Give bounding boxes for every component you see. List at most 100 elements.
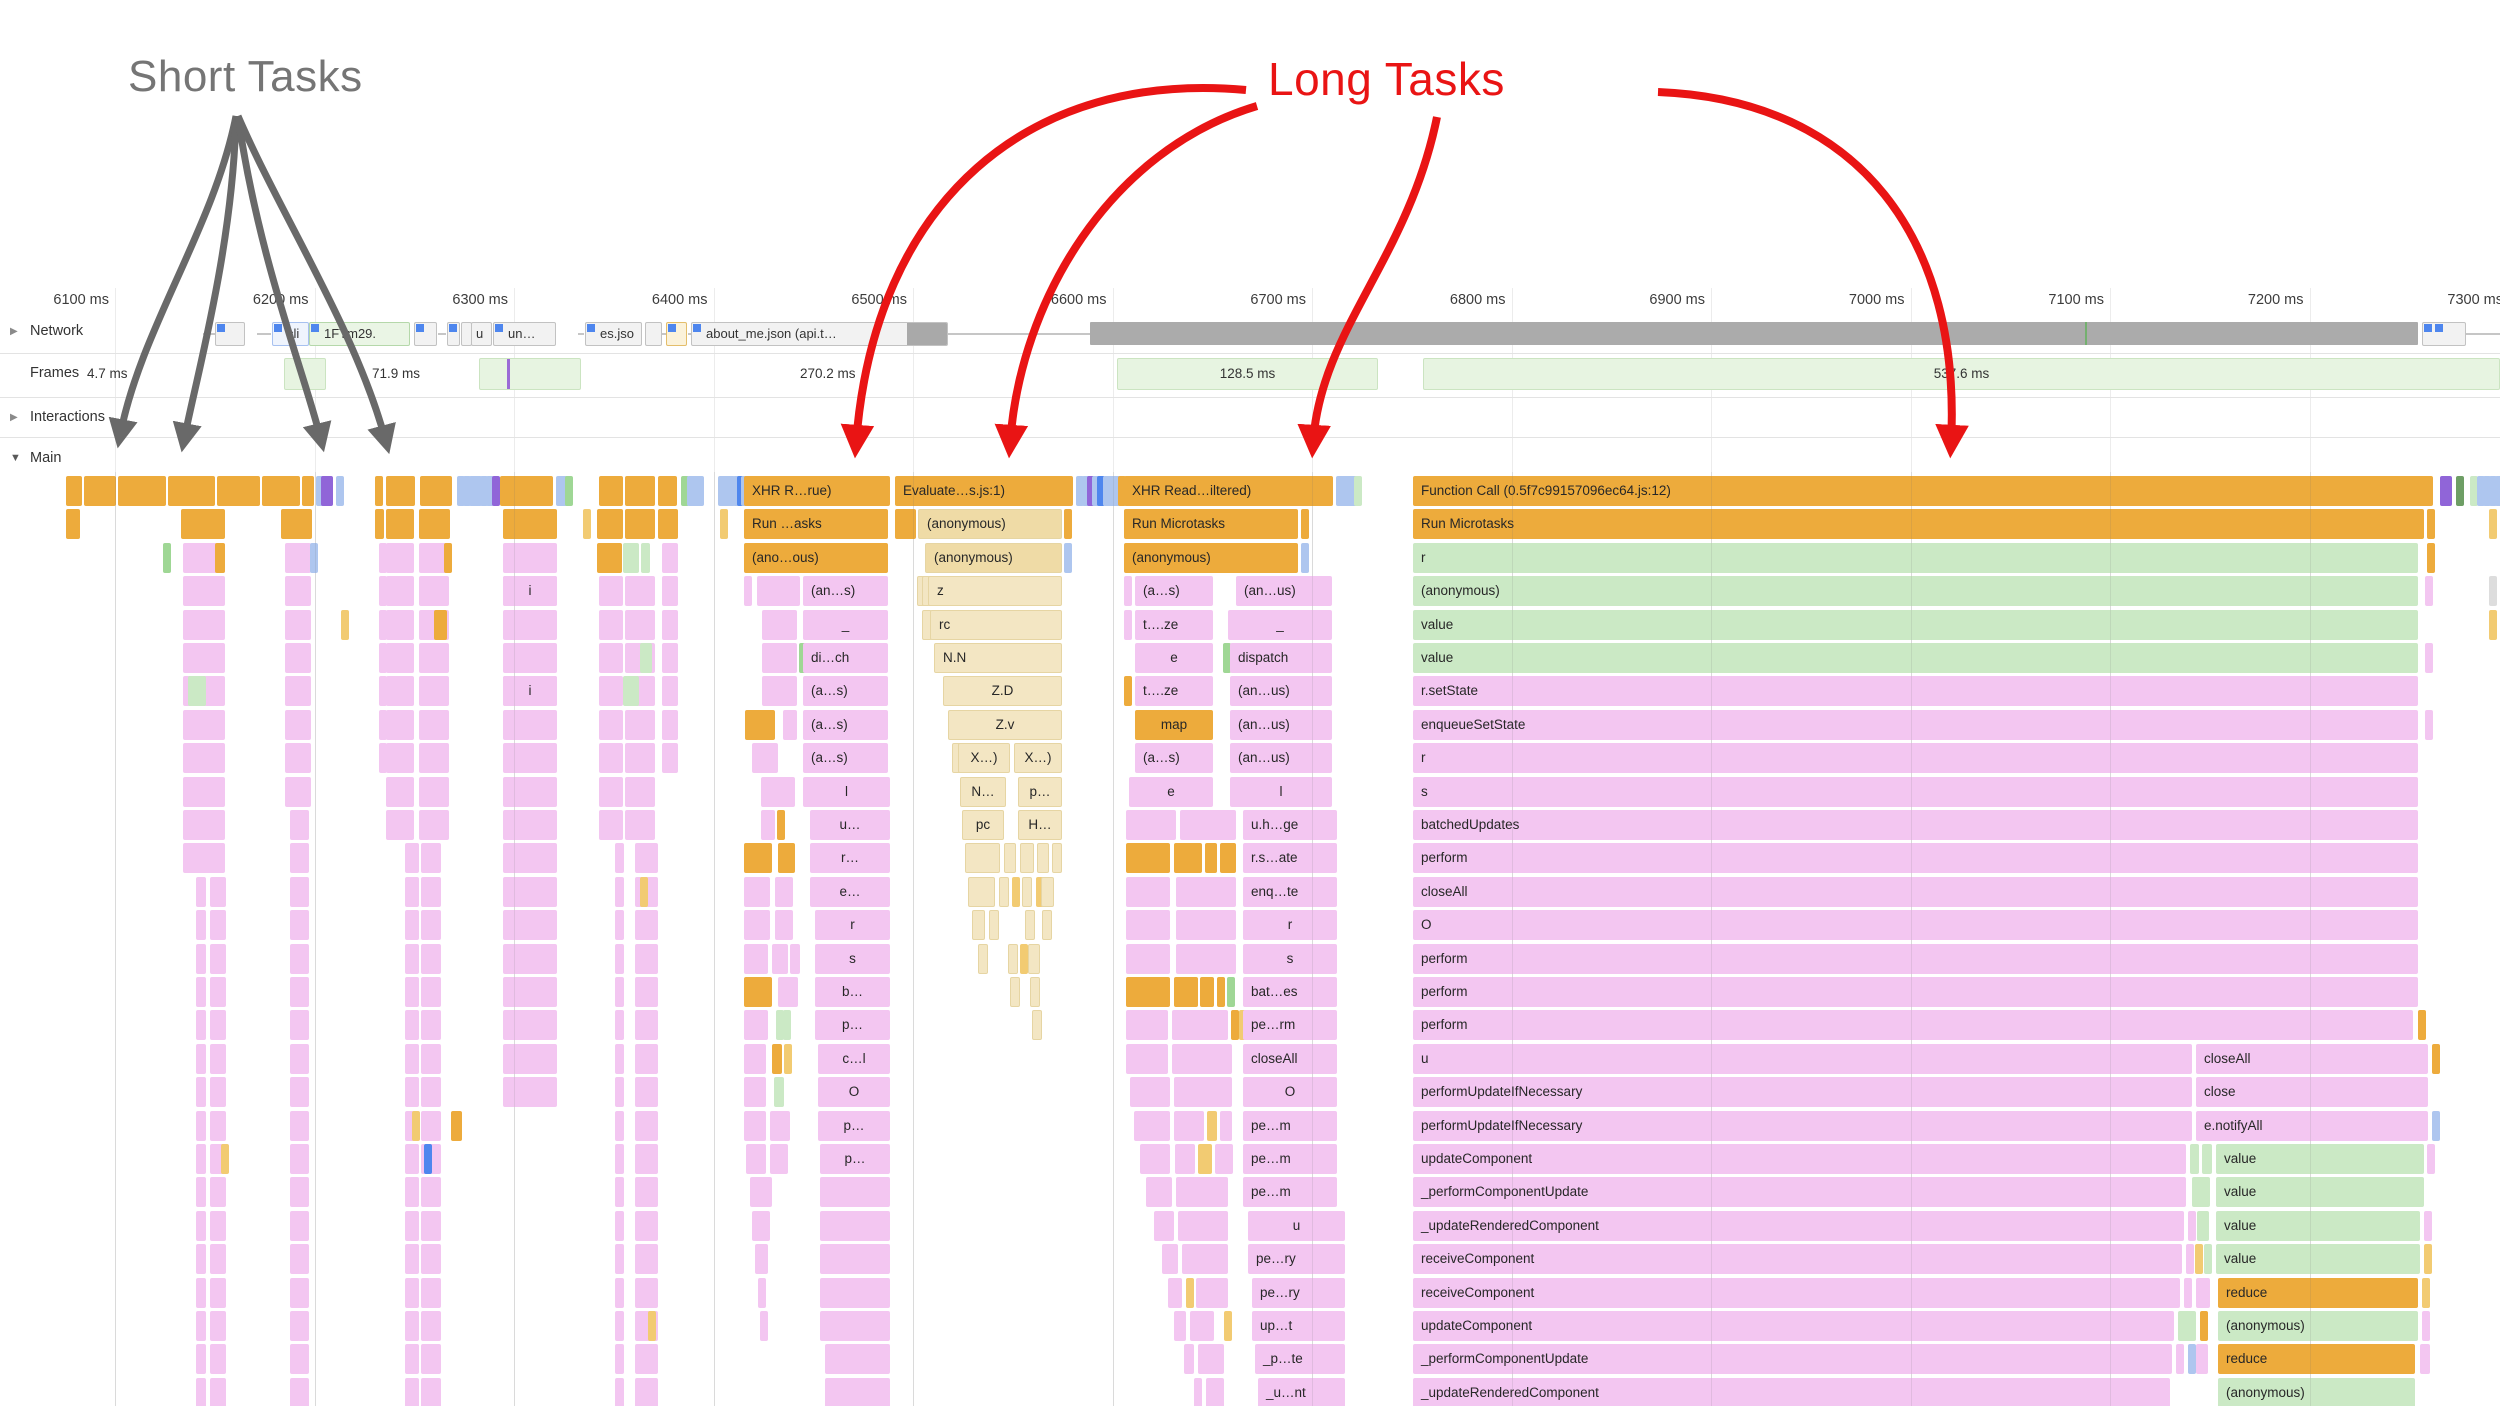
flame-bar[interactable]: perform — [1413, 1010, 2413, 1041]
flame-bar[interactable]: _p…te — [1255, 1344, 1345, 1375]
flame-bar[interactable] — [662, 576, 678, 607]
flame-bar[interactable] — [1134, 1110, 1170, 1141]
flame-bar[interactable]: p… — [818, 1110, 890, 1141]
flame-bar[interactable] — [770, 1144, 788, 1174]
flame-bar[interactable] — [1174, 1077, 1232, 1108]
flame-bar[interactable] — [290, 977, 309, 1007]
flame-bar[interactable]: N… — [960, 776, 1006, 807]
flame-bar[interactable] — [84, 476, 116, 506]
network-request[interactable] — [414, 322, 437, 346]
flame-bar[interactable] — [421, 910, 441, 941]
flame-bar[interactable]: Run Microtasks — [1413, 509, 2424, 540]
flame-bar[interactable] — [215, 542, 225, 573]
flame-bar[interactable] — [421, 977, 441, 1007]
flame-bar[interactable]: enq…te — [1243, 876, 1337, 907]
flame-bar[interactable] — [503, 542, 557, 573]
flame-sliver[interactable] — [1030, 977, 1040, 1007]
flame-bar[interactable] — [625, 709, 655, 740]
flame-bar[interactable] — [421, 843, 441, 874]
flame-bar[interactable] — [421, 1277, 441, 1308]
flame-sliver[interactable] — [1036, 876, 1044, 907]
flame-bar[interactable] — [744, 1110, 766, 1141]
flame-sliver[interactable] — [2477, 476, 2485, 506]
flame-bar[interactable]: _ — [803, 609, 888, 640]
flame-bar[interactable] — [181, 509, 225, 540]
flame-bar[interactable] — [405, 876, 419, 907]
flame-bar[interactable] — [262, 476, 300, 506]
flame-bar[interactable] — [1041, 876, 1054, 907]
flame-sliver[interactable] — [2422, 1277, 2430, 1308]
flame-bar[interactable]: updateComponent — [1413, 1144, 2186, 1174]
flame-bar[interactable]: reduce — [2218, 1277, 2418, 1308]
flame-bar[interactable] — [421, 1110, 441, 1141]
flame-bar[interactable] — [778, 977, 798, 1007]
flame-bar[interactable] — [196, 876, 206, 907]
flame-bar[interactable]: r.setState — [1413, 676, 2418, 707]
flame-bar[interactable]: map — [1135, 709, 1213, 740]
flame-bar[interactable] — [290, 1210, 309, 1241]
flame-bar[interactable]: perform — [1413, 843, 2418, 874]
flame-bar[interactable] — [183, 743, 225, 774]
flame-bar[interactable] — [421, 1377, 441, 1406]
flame-bar[interactable] — [434, 609, 447, 640]
flame-bar[interactable] — [820, 1210, 890, 1241]
flame-bar[interactable] — [762, 676, 797, 707]
flame-sliver[interactable] — [2195, 1244, 2203, 1275]
flame-bar[interactable]: (a…s) — [1135, 743, 1213, 774]
flame-bar[interactable] — [744, 876, 770, 907]
flame-bar[interactable] — [196, 910, 206, 941]
flame-bar[interactable]: r… — [810, 843, 890, 874]
flame-sliver[interactable] — [615, 1277, 624, 1308]
flame-bar[interactable] — [168, 476, 215, 506]
flame-bar[interactable]: (an…s) — [803, 576, 888, 607]
chevron-right-icon[interactable]: ▶ — [10, 326, 18, 337]
flame-bar[interactable]: perform — [1413, 943, 2418, 974]
frame-bar[interactable]: 128.5 ms — [1117, 358, 1378, 390]
flame-bar[interactable]: e — [1129, 776, 1213, 807]
flame-bar[interactable] — [1182, 1244, 1228, 1275]
flame-bar[interactable] — [750, 1177, 772, 1208]
flame-bar[interactable] — [1154, 1210, 1174, 1241]
flame-bar[interactable]: u — [1248, 1210, 1345, 1241]
flame-bar[interactable] — [290, 1244, 309, 1275]
flame-bar[interactable]: c…l — [818, 1043, 890, 1074]
flame-bar[interactable] — [290, 910, 309, 941]
flame-bar[interactable] — [635, 1244, 658, 1275]
flame-bar[interactable] — [1020, 843, 1034, 874]
flame-sliver[interactable] — [2184, 1277, 2192, 1308]
flame-bar[interactable]: _u…nt — [1258, 1377, 1345, 1406]
flame-sliver[interactable] — [1217, 977, 1225, 1007]
flame-sliver[interactable] — [316, 476, 324, 506]
flame-sliver[interactable] — [2424, 1244, 2432, 1275]
flame-bar[interactable] — [1175, 1144, 1195, 1174]
flame-sliver[interactable] — [615, 1043, 624, 1074]
flame-bar[interactable] — [285, 676, 311, 707]
flame-bar[interactable]: _updateRenderedComponent — [1413, 1210, 2184, 1241]
flame-sliver[interactable] — [492, 476, 500, 506]
flame-bar[interactable]: s — [1413, 776, 2418, 807]
flame-bar[interactable] — [196, 1277, 206, 1308]
flame-bar[interactable]: H… — [1018, 810, 1062, 840]
flame-bar[interactable] — [752, 743, 778, 774]
flame-bar[interactable] — [635, 1043, 658, 1074]
flame-bar[interactable] — [503, 609, 557, 640]
flame-bar[interactable] — [386, 476, 415, 506]
flame-bar[interactable] — [421, 1311, 441, 1341]
flame-sliver[interactable] — [1345, 476, 1353, 506]
flame-bar[interactable] — [285, 643, 311, 673]
flame-sliver[interactable] — [1052, 843, 1062, 874]
flame-bar[interactable] — [744, 943, 768, 974]
flame-sliver[interactable] — [2427, 1144, 2435, 1174]
flame-bar[interactable] — [1174, 843, 1202, 874]
flame-bar[interactable] — [1198, 1344, 1224, 1375]
flame-bar[interactable] — [290, 876, 309, 907]
flame-bar[interactable] — [405, 943, 419, 974]
flame-sliver[interactable] — [1224, 1311, 1232, 1341]
flame-bar[interactable] — [1126, 876, 1170, 907]
flame-bar[interactable] — [762, 643, 797, 673]
flame-bar[interactable]: closeAll — [1413, 876, 2418, 907]
flame-bar[interactable] — [183, 643, 225, 673]
flame-sliver[interactable] — [2425, 709, 2433, 740]
flame-bar[interactable] — [196, 1043, 206, 1074]
flame-bar[interactable] — [820, 1177, 890, 1208]
